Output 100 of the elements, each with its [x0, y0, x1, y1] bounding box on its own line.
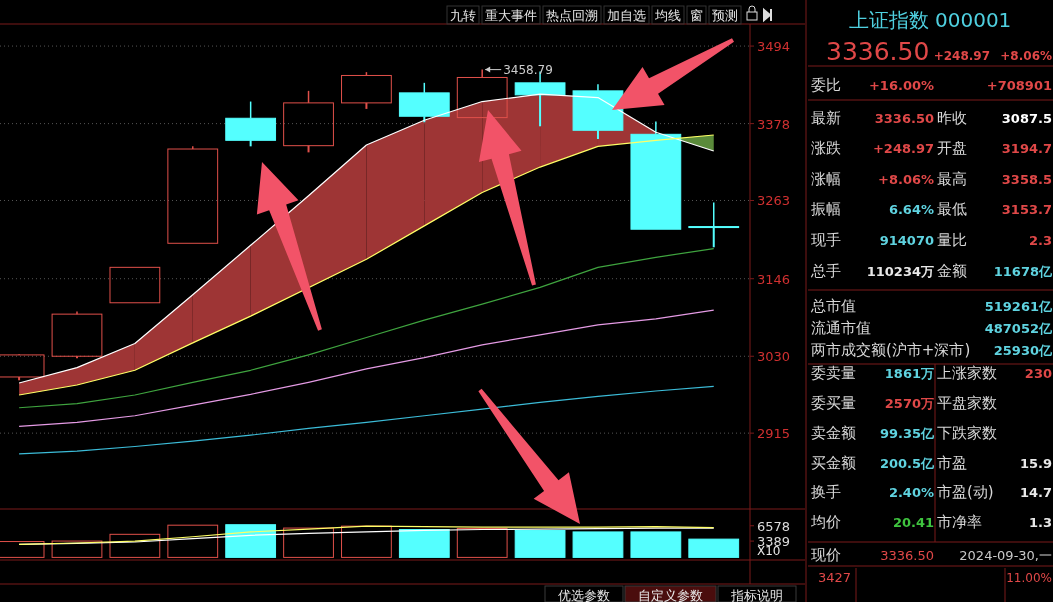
text: 开盘: [937, 139, 967, 157]
annotation: 3458.79: [503, 62, 553, 77]
text: 自定义参数: [638, 588, 703, 602]
annotation: 九转: [450, 8, 476, 23]
annotation: 窗: [690, 8, 703, 23]
y-tick-label: 3263: [757, 193, 791, 209]
text: 买金额: [811, 454, 856, 472]
text: 3336.50: [826, 37, 930, 66]
text: 涨幅: [811, 170, 841, 188]
text: 2.3: [1028, 233, 1052, 248]
bar: [398, 529, 450, 558]
text: 3153.7: [1001, 202, 1052, 217]
text: 11678亿: [993, 264, 1053, 279]
text: +248.97: [933, 49, 990, 63]
text: 3358.5: [1001, 172, 1052, 187]
annotation: 加自选: [607, 8, 646, 23]
text: 15.9: [1019, 456, 1052, 471]
y-tick-label: 3378: [757, 116, 791, 132]
text: 99.35亿: [879, 426, 935, 441]
bar: [688, 538, 740, 558]
text: 914070: [879, 233, 934, 248]
text: 487052亿: [984, 321, 1053, 336]
text: 3194.7: [1001, 141, 1052, 156]
bar: [572, 531, 624, 558]
text: 平盘家数: [937, 394, 997, 412]
text: 上证指数 000001: [848, 8, 1012, 32]
bar: [167, 524, 219, 558]
line-series: [18, 385, 715, 455]
candlestick: [688, 201, 740, 249]
text: 25930亿: [993, 343, 1053, 358]
annotation: 重大事件: [485, 8, 537, 23]
text: 3336.50: [880, 548, 934, 563]
text: 110234万: [866, 264, 934, 279]
text: +16.00%: [868, 78, 934, 93]
bar: [283, 527, 334, 558]
text: 现手: [811, 231, 841, 249]
text: 委卖量: [811, 364, 856, 382]
text: 涨跌: [811, 139, 841, 157]
y-tick-label: 3494: [757, 39, 791, 55]
text: 均价: [810, 513, 841, 531]
text: 总市值: [810, 297, 856, 315]
text: 3427: [818, 570, 852, 585]
text: 519261亿: [984, 299, 1053, 314]
text: 振幅: [811, 200, 841, 218]
text: 1.3: [1028, 515, 1052, 530]
text: 最高: [937, 170, 967, 188]
text: 1861万: [884, 366, 934, 381]
text: +248.97: [872, 141, 934, 156]
line-series: [18, 134, 715, 396]
text: 换手: [811, 483, 841, 501]
bar: [630, 531, 682, 558]
text: 20.41: [892, 515, 934, 530]
bar: [225, 524, 277, 558]
text: 现价: [811, 546, 841, 564]
text: +708901: [986, 78, 1052, 93]
text: 市盈: [937, 454, 967, 472]
text: 14.7: [1019, 485, 1052, 500]
text: 3336.50: [874, 111, 934, 126]
text: 量比: [937, 231, 967, 249]
text: +8.06%: [1000, 49, 1052, 63]
text: 最新: [811, 109, 841, 127]
text: 最低: [937, 200, 967, 218]
y-tick-label: 3030: [757, 349, 791, 365]
line-series: [18, 248, 715, 409]
text: 200.5亿: [879, 456, 935, 471]
text: 3087.5: [1001, 111, 1052, 126]
annotation: 热点回溯: [546, 8, 598, 23]
text: 委比: [811, 76, 841, 94]
y-tick-label: 6578: [757, 518, 791, 534]
y-tick-label: 2915: [757, 426, 791, 442]
text: 2024-09-30,一: [959, 548, 1052, 563]
text: 2570万: [884, 396, 934, 411]
candlestick: [572, 83, 624, 140]
text: 6.64%: [888, 202, 934, 217]
text: 指标说明: [730, 588, 783, 602]
text: 市盈(动): [937, 483, 994, 501]
text: +8.06%: [878, 172, 934, 187]
text: 金额: [937, 262, 967, 280]
text: 上涨家数: [937, 364, 997, 382]
text: 两市成交额(沪市+深市): [811, 341, 971, 359]
bar: [341, 525, 392, 558]
bar: [51, 540, 103, 558]
annotation: 预测: [712, 8, 738, 23]
text: 流通市值: [811, 319, 871, 337]
text: 总手: [810, 262, 841, 280]
text: 市净率: [937, 513, 982, 531]
text: 下跌家数: [937, 424, 997, 442]
annotation: 均线: [654, 8, 681, 23]
text: 230: [1024, 366, 1052, 381]
y-tick-label: 3146: [757, 271, 791, 287]
text: 11.00%: [1006, 571, 1052, 585]
text: 委买量: [811, 394, 856, 412]
line-series: [18, 309, 715, 428]
bar: [456, 528, 508, 558]
text: 卖金额: [811, 424, 856, 442]
text: 2.40%: [888, 485, 934, 500]
bar: [109, 533, 161, 558]
text: 优选参数: [558, 588, 610, 602]
bar: [514, 529, 566, 558]
text: 昨收: [937, 109, 967, 127]
